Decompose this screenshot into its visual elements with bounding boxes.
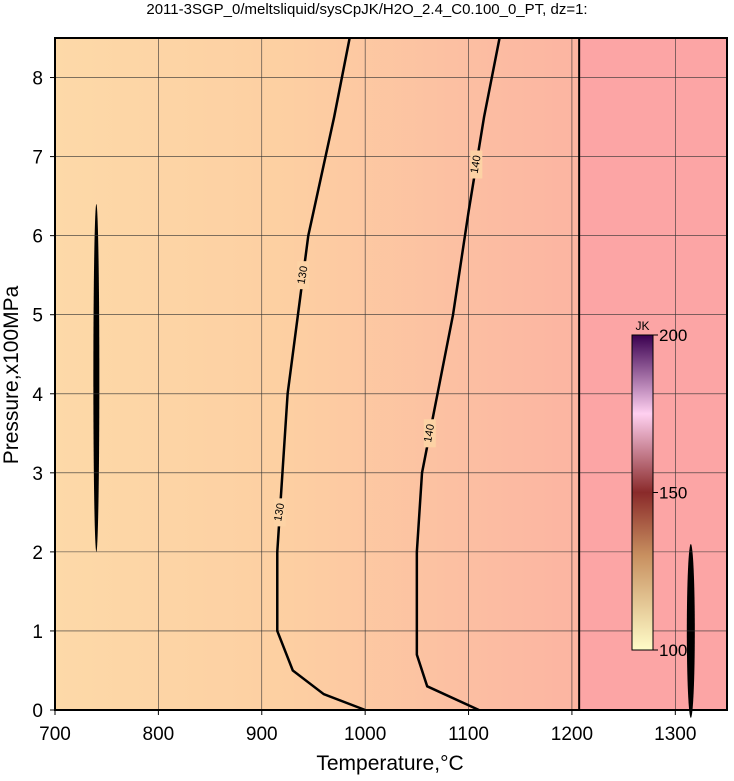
colorbar-tick-label: 150 — [659, 484, 687, 503]
y-tick-label: 1 — [32, 622, 43, 643]
contour-label: 130 — [296, 265, 311, 285]
contour-label: 130 — [272, 502, 287, 522]
contour-label-bg — [470, 150, 483, 179]
contour-blob — [93, 204, 100, 552]
y-tick-label: 8 — [32, 69, 43, 90]
colorbar — [631, 334, 654, 651]
chart-title: 2011-3SGP_0/meltsliquid/sysCpJK/H2O_2.4_… — [146, 1, 587, 18]
contour-line — [276, 37, 366, 712]
y-tick-label: 0 — [32, 701, 43, 722]
y-tick-label: 4 — [32, 385, 43, 406]
contour-label-bg — [297, 261, 310, 290]
x-tick-label: 1300 — [654, 724, 696, 745]
x-axis-label: Temperature,°C — [316, 752, 463, 775]
contour-label-bg — [273, 498, 286, 527]
y-tick-label: 6 — [32, 227, 43, 248]
x-tick-label: 700 — [39, 724, 71, 745]
colorbar-tick-label: 200 — [659, 326, 687, 345]
x-tick-label: 800 — [143, 724, 175, 745]
contour-label: 140 — [469, 154, 484, 174]
x-tick-label: 900 — [246, 724, 278, 745]
colorbar-tick-label: 100 — [659, 641, 687, 660]
y-axis-label: Pressure,x100MPa — [0, 285, 23, 464]
y-tick-label: 7 — [32, 148, 43, 169]
contour-label: 140 — [422, 423, 437, 443]
contour-label-bg — [423, 419, 436, 448]
x-tick-label: 1000 — [344, 724, 386, 745]
y-tick-label: 5 — [32, 306, 43, 327]
x-tick-label: 1200 — [551, 724, 593, 745]
y-tick-label: 2 — [32, 543, 43, 564]
plot-frame — [54, 37, 728, 711]
colorbar-label: JK — [635, 319, 649, 333]
y-tick-label: 3 — [32, 464, 43, 485]
x-tick-label: 1100 — [448, 724, 489, 745]
